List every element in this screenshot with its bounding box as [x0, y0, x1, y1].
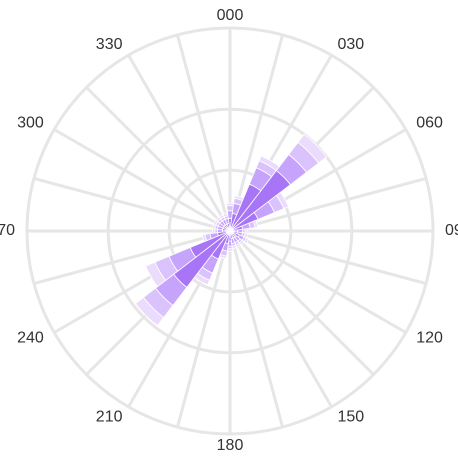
direction-label-060: 060: [416, 115, 443, 132]
direction-label-150: 150: [338, 408, 365, 425]
sector-180-band-4: [226, 248, 234, 252]
grid-spoke-105: [229, 229, 427, 285]
grid-spoke-165: [228, 230, 284, 428]
direction-label-120: 120: [416, 330, 443, 347]
sector-120-band-4: [243, 237, 250, 244]
sector-345-band-4: [222, 212, 229, 218]
direction-label-300: 300: [17, 115, 44, 132]
sector-255-band-4: [201, 233, 208, 243]
grid-spoke-345: [176, 34, 232, 232]
sector-0-band-4: [225, 202, 235, 207]
sector-45-band-4: [297, 133, 328, 164]
sector-270-band-4: [211, 228, 216, 234]
grid-spoke-315: [85, 86, 232, 233]
sector-225-band-4: [134, 296, 165, 327]
direction-label-180: 180: [217, 437, 244, 454]
grid-spoke-75: [229, 177, 427, 233]
direction-label-090: 090: [445, 222, 458, 239]
grid-spoke-195: [176, 230, 232, 428]
sector-165-band-4: [231, 244, 238, 250]
grid-spoke-285: [33, 177, 231, 233]
direction-label-330: 330: [96, 36, 123, 53]
direction-labels: 000 030 060 090 120 150 180 210 240 270 300 330: [0, 7, 458, 454]
direction-label-030: 030: [338, 36, 365, 53]
grid-spoke-120: [229, 229, 407, 334]
sector-60-band-4: [275, 191, 290, 210]
direction-label-240: 240: [17, 330, 44, 347]
sector-240-band-4: [145, 261, 167, 288]
grid-spoke-255: [33, 229, 231, 285]
sector-90-band-4: [244, 228, 249, 234]
rose-sectors: [134, 133, 328, 327]
grid-spoke-150: [228, 230, 333, 408]
direction-label-210: 210: [96, 408, 123, 425]
grid-spoke-300: [53, 128, 231, 233]
grid-spoke-330: [127, 54, 232, 232]
grid-spoke-135: [228, 229, 375, 376]
sector-75-band-4: [252, 219, 259, 229]
direction-label-270: 270: [0, 222, 15, 239]
direction-label-000: 000: [217, 7, 244, 24]
sector-0-band-3: [226, 205, 234, 212]
